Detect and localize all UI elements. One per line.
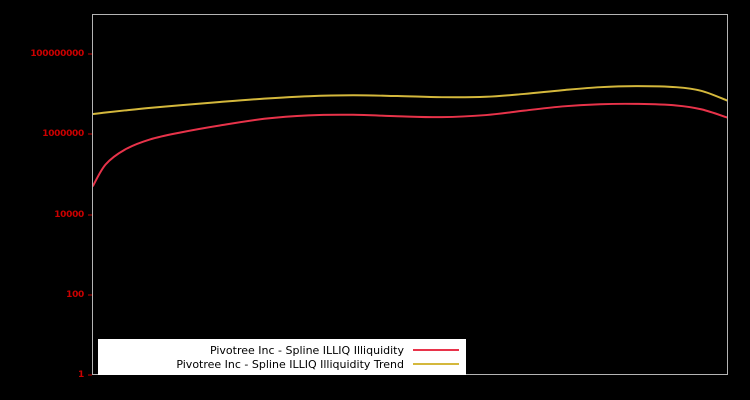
legend-item[interactable]: Pivotree Inc - Spline ILLIQ Illiquidity …: [103, 357, 459, 371]
legend-item[interactable]: Pivotree Inc - Spline ILLIQ Illiquidity: [103, 343, 459, 357]
y-axis-tick-mark: [88, 214, 92, 216]
legend-item-label: Pivotree Inc - Spline ILLIQ Illiquidity …: [176, 357, 404, 371]
y-axis-tick-label: 10000: [54, 209, 84, 220]
legend-color-swatch: [413, 363, 459, 365]
y-axis-tick-label: 100: [66, 289, 84, 300]
y-axis-tick-label: 1: [78, 370, 84, 380]
series-canvas: [93, 85, 727, 187]
y-axis-tick-label: 100000000: [30, 49, 84, 60]
legend-color-swatch: [413, 349, 459, 351]
y-axis-tick-mark: [88, 53, 92, 55]
series-line: [93, 85, 727, 115]
y-axis-tick-label: 1000000: [42, 129, 84, 140]
legend[interactable]: Pivotree Inc - Spline ILLIQ Illiquidity P…: [98, 339, 466, 375]
y-axis-tick-mark: [88, 133, 92, 135]
y-axis-tick-mark: [88, 374, 92, 376]
series-line: [93, 102, 727, 187]
plot-area: [92, 14, 728, 375]
y-axis-tick-mark: [88, 294, 92, 296]
y-axis: 100000000 1000000 10000 100 1: [0, 0, 92, 400]
legend-item-label: Pivotree Inc - Spline ILLIQ Illiquidity: [209, 343, 404, 357]
